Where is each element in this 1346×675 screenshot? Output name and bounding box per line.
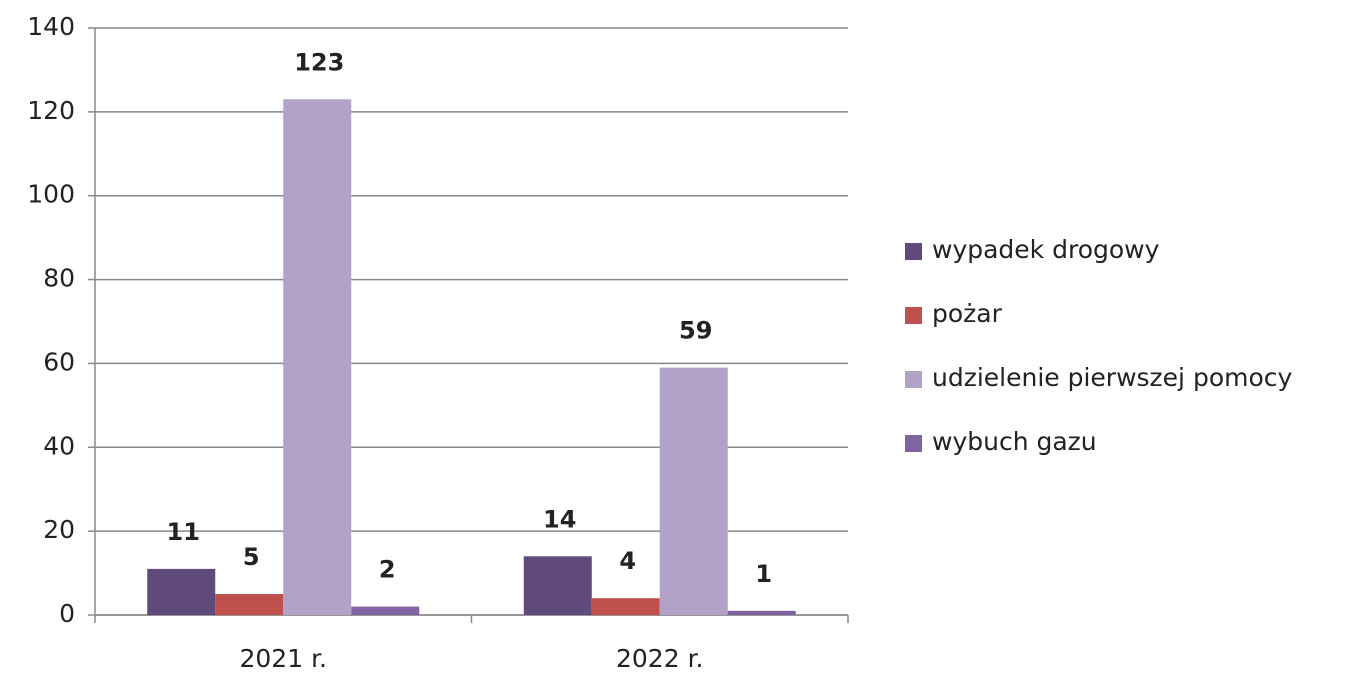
y-tick-label: 80 [43,264,75,293]
data-label: 2 [379,556,396,584]
data-label: 1 [755,560,772,588]
legend-swatch [905,243,922,260]
y-tick-label: 140 [27,12,75,41]
bar [659,367,728,615]
bar [591,598,660,615]
y-tick-label: 100 [27,180,75,209]
data-label: 5 [243,543,260,571]
legend-swatch [905,307,922,324]
legend-label: wybuch gazu [932,427,1097,456]
y-tick-label: 60 [43,347,75,376]
y-tick-label: 0 [59,599,75,628]
bar [727,610,796,615]
x-tick-label: 2022 r. [616,644,704,673]
legend-label: pożar [932,299,1003,328]
y-tick-label: 120 [27,96,75,125]
data-label: 59 [679,317,712,345]
data-label: 14 [543,505,576,533]
x-tick-label: 2021 r. [240,644,328,673]
legend-swatch [905,371,922,388]
data-label: 4 [619,547,636,575]
bar [147,568,216,615]
legend-label: wypadek drogowy [932,235,1160,264]
legend-swatch [905,435,922,452]
data-label: 123 [294,48,344,76]
y-tick-label: 40 [43,431,75,460]
bar [215,594,284,615]
data-label: 11 [167,518,200,546]
y-tick-label: 20 [43,515,75,544]
bar [351,606,420,615]
bar [283,99,352,616]
legend-label: udzielenie pierwszej pomocy [932,363,1293,392]
bar [523,556,592,615]
